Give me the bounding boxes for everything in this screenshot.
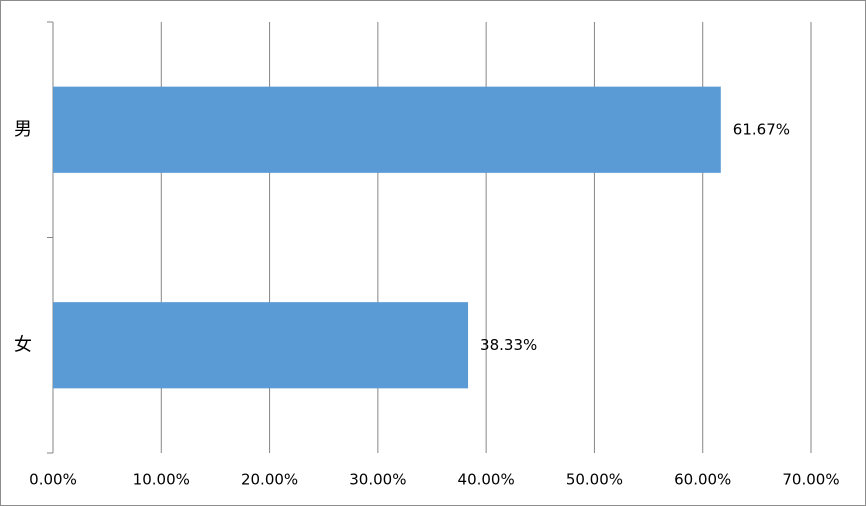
data-label: 61.67%	[733, 120, 790, 138]
x-tick-label: 70.00%	[782, 471, 839, 489]
bar	[53, 86, 721, 173]
y-tick-label: 女	[14, 334, 32, 355]
x-tick-label: 30.00%	[349, 471, 406, 489]
x-tick-label: 0.00%	[29, 471, 77, 489]
bar	[53, 302, 469, 389]
x-tick-label: 20.00%	[241, 471, 298, 489]
y-tick-label: 男	[14, 119, 32, 140]
data-label: 38.33%	[480, 336, 537, 354]
x-tick-label: 50.00%	[566, 471, 623, 489]
x-tick-label: 40.00%	[458, 471, 515, 489]
x-tick-label: 60.00%	[674, 471, 731, 489]
x-tick-label: 10.00%	[133, 471, 190, 489]
